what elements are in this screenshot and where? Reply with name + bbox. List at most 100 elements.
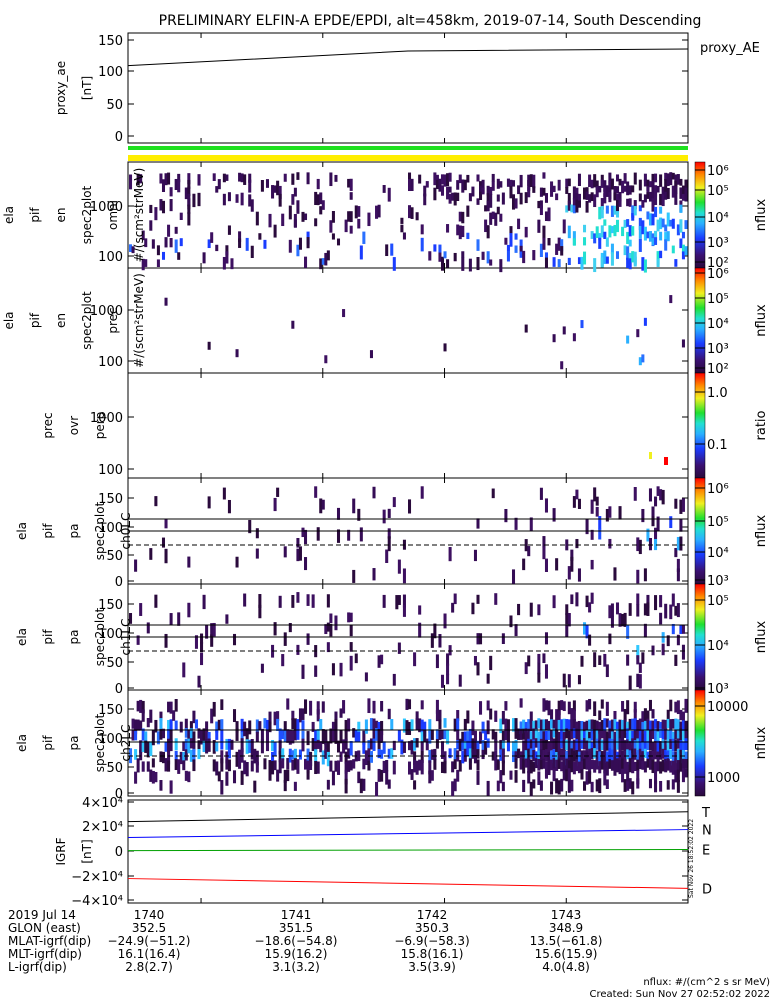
heatmap-cell (511, 569, 516, 584)
heatmap-cell (572, 739, 576, 754)
heatmap-cell (511, 718, 516, 732)
heatmap-cell (227, 748, 231, 759)
heatmap-cell (184, 187, 188, 200)
heatmap-cell (623, 750, 627, 764)
heatmap-cell (600, 699, 604, 709)
heatmap-cell (499, 181, 503, 188)
heatmap-cell (567, 779, 571, 793)
heatmap-cell (626, 781, 630, 791)
y-axis-label-line: [nT] (80, 76, 94, 100)
heatmap-cell (575, 721, 579, 733)
heatmap-cell (435, 729, 439, 740)
heatmap-cell (539, 200, 543, 209)
heatmap-cell (527, 758, 531, 774)
y-axis-label-line: en (54, 313, 68, 328)
heatmap-cell (339, 751, 343, 762)
heatmap-cell (466, 174, 470, 183)
heatmap-cell (187, 212, 191, 226)
heatmap-cell (402, 718, 406, 733)
heatmap-cell (255, 761, 259, 773)
heatmap-cell (666, 758, 670, 771)
heatmap-cell (240, 192, 244, 206)
heatmap-cell (666, 709, 670, 721)
heatmap-cell (681, 749, 685, 764)
heatmap-cell (248, 739, 252, 753)
heatmap-cell (420, 741, 424, 751)
heatmap-cell (496, 178, 500, 189)
heatmap-cell (560, 778, 564, 792)
heatmap-cell (217, 771, 221, 782)
heatmap-cell (646, 718, 650, 731)
heatmap-cell (674, 186, 678, 195)
heatmap-cell (245, 739, 249, 754)
heatmap-cell (506, 250, 510, 262)
heatmap-cell (456, 769, 460, 782)
colorbar-tick-label: 10⁴ (707, 317, 729, 332)
heatmap-cell (537, 771, 541, 785)
heatmap-cell (136, 173, 140, 186)
heatmap-cell (387, 779, 391, 789)
orbit-cell: 348.9 (549, 921, 583, 935)
heatmap-cell (298, 749, 302, 760)
heatmap-cell (382, 185, 386, 193)
heatmap-cell (628, 675, 632, 691)
orbit-cell: −24.9(−51.2) (108, 934, 191, 948)
y-tick-label: 100 (98, 732, 123, 747)
heatmap-cell (212, 759, 216, 772)
heatmap-cell (344, 778, 348, 794)
heatmap-cell (456, 224, 460, 236)
heatmap-cell (288, 239, 292, 253)
heatmap-cell (544, 257, 548, 269)
heatmap-cell (636, 770, 640, 785)
heatmap-cell (618, 728, 622, 741)
heatmap-cell (654, 230, 658, 241)
heatmap-cell (654, 206, 658, 218)
heatmap-cell (184, 770, 188, 781)
y-axis-label-line: IGRF (54, 837, 68, 865)
y-tick-label: 0 (115, 682, 123, 697)
heatmap-cell (334, 174, 338, 182)
heatmap-cell (522, 740, 526, 753)
heatmap-cell (560, 246, 564, 256)
heatmap-cell (438, 709, 442, 722)
heatmap-cell (608, 225, 612, 238)
heatmap-cell (453, 759, 457, 770)
heatmap-cell (636, 738, 640, 753)
heatmap-cell (489, 655, 493, 671)
heatmap-cell (577, 720, 581, 735)
colorbar-scale (694, 161, 706, 269)
colorbar-label: nflux (754, 304, 769, 337)
heatmap-cell (291, 194, 295, 205)
heatmap-cell (207, 239, 211, 249)
heatmap-cell (656, 219, 660, 232)
heatmap-cell (621, 758, 625, 772)
heatmap-cell (583, 721, 587, 732)
heatmap-cell (664, 239, 668, 251)
igrf-legend-T: T (701, 806, 710, 821)
y-axis-label-line: pa (67, 630, 81, 645)
heatmap-cell (519, 759, 523, 770)
heatmap-cell (428, 750, 432, 763)
heatmap-cell (187, 204, 191, 214)
heatmap-cell (336, 740, 341, 753)
heatmap-cell (646, 192, 650, 199)
heatmap-cell (197, 728, 201, 739)
heatmap-cell (438, 729, 442, 740)
heatmap-cell (532, 739, 536, 755)
heatmap-cell (580, 729, 584, 740)
heatmap-cell (577, 568, 581, 582)
heatmap-cell (402, 568, 406, 584)
heatmap-cell (210, 634, 214, 647)
heatmap-cell (646, 602, 650, 616)
orbit-cell: 350.3 (415, 921, 449, 935)
y-tick-label: 1000 (90, 200, 123, 215)
heatmap-cell (430, 729, 434, 740)
heatmap-cell (134, 730, 138, 741)
heatmap-cell (375, 781, 379, 797)
heatmap-cell (448, 186, 452, 193)
heatmap-cell (136, 758, 140, 773)
heatmap-cell (235, 556, 239, 568)
orbit-cell: 1742 (417, 908, 448, 922)
heatmap-cell (595, 186, 599, 198)
heatmap-cell (555, 759, 559, 771)
